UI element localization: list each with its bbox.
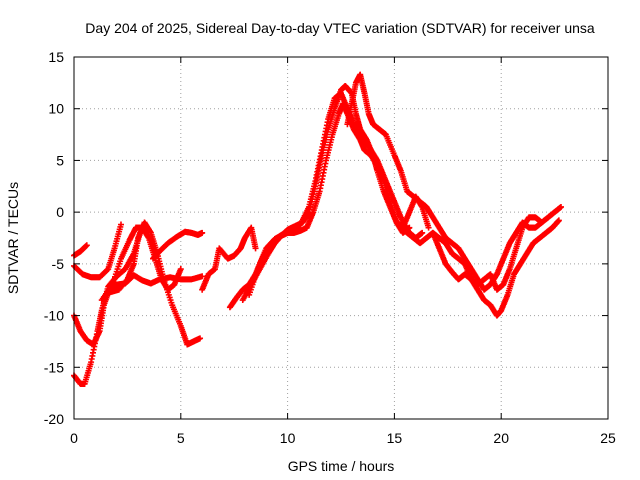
data-point (555, 217, 562, 224)
series-track-l (344, 71, 565, 293)
series-track-h (199, 224, 259, 293)
axis-ticks: 0 5 10 15 20 25 -20 -15 -10 -5 0 5 10 15 (44, 49, 616, 446)
x-tick-label: 0 (70, 430, 78, 446)
data-point (199, 229, 206, 236)
y-tick-label: -10 (44, 308, 64, 324)
data-point (538, 219, 545, 226)
y-tick-label: 5 (56, 152, 64, 168)
data-point (419, 229, 426, 236)
x-tick-label: 15 (387, 430, 403, 446)
series-track-a (71, 242, 90, 259)
data-point (117, 221, 124, 228)
y-axis-label: SDTVAR / TECUs (5, 182, 21, 294)
data-point (252, 245, 259, 252)
y-tick-label: -5 (52, 256, 65, 272)
series-track-f (105, 219, 204, 348)
series-track-b (71, 221, 124, 281)
data-point (83, 242, 90, 249)
data-point (558, 203, 565, 210)
series-track-g (150, 228, 206, 262)
y-tick-label: 15 (48, 49, 64, 65)
plot-frame (73, 56, 609, 420)
x-tick-label: 25 (600, 430, 616, 446)
chart-title: Day 204 of 2025, Sidereal Day-to-day VTE… (85, 20, 595, 36)
data-point (197, 335, 204, 342)
x-tick-label: 10 (280, 430, 296, 446)
data-point (199, 273, 206, 280)
y-tick-label: 10 (48, 101, 64, 117)
x-axis-label: GPS time / hours (288, 458, 395, 474)
series-track-n (429, 214, 545, 293)
y-tick-label: 0 (56, 204, 64, 220)
x-tick-label: 20 (493, 430, 509, 446)
y-tick-label: -15 (44, 359, 64, 375)
y-tick-label: -20 (44, 411, 64, 427)
x-tick-label: 5 (177, 430, 185, 446)
data-point (425, 224, 432, 231)
data-points (71, 71, 565, 387)
data-point (177, 266, 184, 273)
